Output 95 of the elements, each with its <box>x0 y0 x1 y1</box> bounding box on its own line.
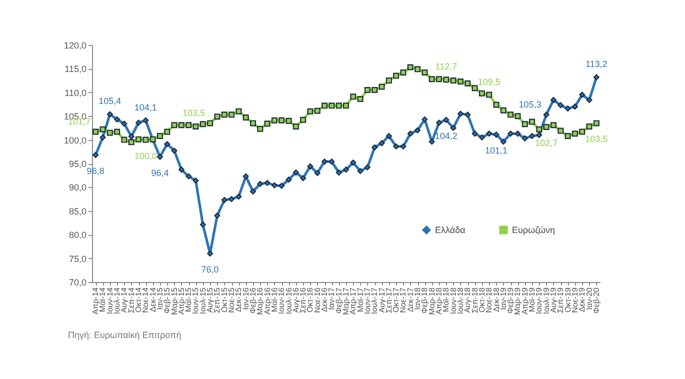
y-tick-label: 115,0 <box>64 64 86 74</box>
x-tick-label: Απρ-14 <box>91 286 100 314</box>
x-tick-label: Φεβ-18 <box>420 286 430 314</box>
x-tick-label: Νοε-18 <box>484 286 494 313</box>
x-tick-label: Σεπ-14 <box>126 286 136 314</box>
x-tick-label: Σεπ-18 <box>470 286 480 314</box>
data-label: 103,5 <box>585 134 608 144</box>
data-label: 76,0 <box>201 264 219 275</box>
x-tick-label: Οκτ-14 <box>134 286 144 312</box>
x-tick-label: Μαρ-17 <box>342 286 350 315</box>
x-tick-label: Ιαν-15 <box>155 286 164 310</box>
data-label: 105,3 <box>518 100 542 110</box>
x-tick-label: Αυγ-14 <box>120 286 129 313</box>
x-tick-label: Μαρ-19 <box>513 286 522 315</box>
x-tick-label: Νοε-15 <box>227 286 236 313</box>
x-tick-label: Σεπ-19 <box>556 286 566 314</box>
x-tick-label: Δεκ-18 <box>492 286 501 312</box>
x-tick-label: Ιουλ-18 <box>456 286 465 314</box>
x-tick-label: Δεκ-14 <box>148 286 158 312</box>
data-label: 102,7 <box>535 138 558 148</box>
y-tick-label: 95,0 <box>68 159 86 169</box>
x-tick-label: Απρ-18 <box>434 286 444 314</box>
x-tick-label: Φεβ-20 <box>592 286 601 314</box>
data-label: 112,7 <box>435 62 458 72</box>
x-tick-label: Σεπ-16 <box>298 286 308 314</box>
x-tick-label: Νοε-17 <box>398 286 408 313</box>
x-tick-label: Φεβ-16 <box>248 286 258 314</box>
text: Πηγή: Ευρωπαϊκή Επιτροπή <box>68 330 182 340</box>
y-tick-label: 90,0 <box>68 182 86 193</box>
x-tick-label: Αυγ-16 <box>291 286 300 313</box>
x-tick-label: Απρ-19 <box>520 286 530 314</box>
legend-label: Ελλάδα <box>435 224 466 235</box>
x-tick-label: Ιουν-19 <box>534 286 544 314</box>
y-tick-label: 120,0 <box>64 40 86 50</box>
data-label: 96,4 <box>151 168 169 178</box>
y-tick-label: 75,0 <box>68 254 86 264</box>
x-tick-label: Νοε-19 <box>570 286 580 313</box>
x-tick-label: Απρ-17 <box>348 286 358 314</box>
x-tick-label: Αυγ-18 <box>463 286 472 313</box>
x-tick-label: Ιουν-18 <box>448 286 458 314</box>
x-tick-label: Αυγ-19 <box>548 286 558 313</box>
x-tick-label: Δεκ-19 <box>578 286 587 312</box>
x-tick-label: Ιαν-16 <box>241 286 250 310</box>
x-tick-label: Αυγ-15 <box>206 286 215 313</box>
x-tick-label: Ιαν-20 <box>584 286 594 310</box>
data-label: 103,5 <box>182 108 206 118</box>
x-tick-label: Μαϊ-15 <box>184 286 194 312</box>
x-tick-label: Μαρ-16 <box>256 286 265 315</box>
x-tick-label: Φεβ-19 <box>506 286 516 314</box>
data-label: 100,0 <box>134 150 157 161</box>
x-tick-label: Φεβ-17 <box>334 286 344 314</box>
x-tick-label: Μαρ-18 <box>427 286 436 315</box>
x-tick-label: Οκτ-15 <box>220 286 229 312</box>
y-tick-label: 70,0 <box>68 278 86 288</box>
x-tick-label: Δεκ-16 <box>320 286 330 312</box>
x-tick-label: Ιουν-14 <box>105 286 114 314</box>
x-tick-label: Ιαν-17 <box>327 286 336 310</box>
x-tick-label: Ιουλ-16 <box>284 286 294 314</box>
x-tick-label: Δεκ-17 <box>406 286 415 312</box>
y-tick-label: 85,0 <box>68 206 86 216</box>
x-tick-label: Ιουλ-15 <box>198 286 208 314</box>
x-tick-label: Οκτ-19 <box>563 286 572 312</box>
x-tick-label: Ιουλ-14 <box>112 286 122 314</box>
x-tick-label: Ιαν-18 <box>413 286 422 310</box>
x-tick-label: Δεκ-15 <box>234 286 244 312</box>
x-tick-label: Ιουν-15 <box>191 286 200 314</box>
data-label: 113,2 <box>585 59 608 70</box>
data-label: 105,4 <box>98 96 122 106</box>
legend-label: Ευρωζώνη <box>512 224 555 235</box>
x-tick-label: Μαϊ-18 <box>442 286 451 312</box>
x-tick-label: Φεβ-15 <box>162 286 172 314</box>
data-label: 101,1 <box>484 146 508 156</box>
y-tick-label: 80,0 <box>68 230 86 240</box>
x-tick-label: Αυγ-17 <box>377 286 386 313</box>
data-label: 104,2 <box>434 130 458 141</box>
x-tick-label: Ιουν-17 <box>362 286 372 314</box>
x-tick-label: Μαρ-15 <box>170 286 179 315</box>
x-tick-label: Σεπ-15 <box>212 286 222 314</box>
x-tick-label: Απρ-16 <box>262 286 272 314</box>
x-tick-label: Οκτ-17 <box>392 286 401 312</box>
x-tick-label: Νοε-14 <box>141 286 150 313</box>
x-tick-label: Ιουλ-17 <box>370 286 380 314</box>
data-label: 109,5 <box>478 76 500 87</box>
x-tick-label: Ιουλ-19 <box>542 286 551 314</box>
y-tick-label: 100,0 <box>64 135 86 146</box>
y-tick-label: 110,0 <box>64 88 86 98</box>
x-tick-label: Οκτ-18 <box>477 286 486 312</box>
x-tick-label: Μαϊ-17 <box>356 286 365 312</box>
x-tick-label: Μαϊ-19 <box>528 286 537 312</box>
x-tick-label: Ιουν-16 <box>277 286 286 314</box>
x-tick-label: Μαϊ-14 <box>98 286 108 312</box>
x-tick-label: Ιαν-19 <box>498 286 508 310</box>
x-tick-label: Οκτ-16 <box>306 286 315 312</box>
x-tick-label: Νοε-16 <box>312 286 322 313</box>
data-label: 104,1 <box>134 102 157 112</box>
